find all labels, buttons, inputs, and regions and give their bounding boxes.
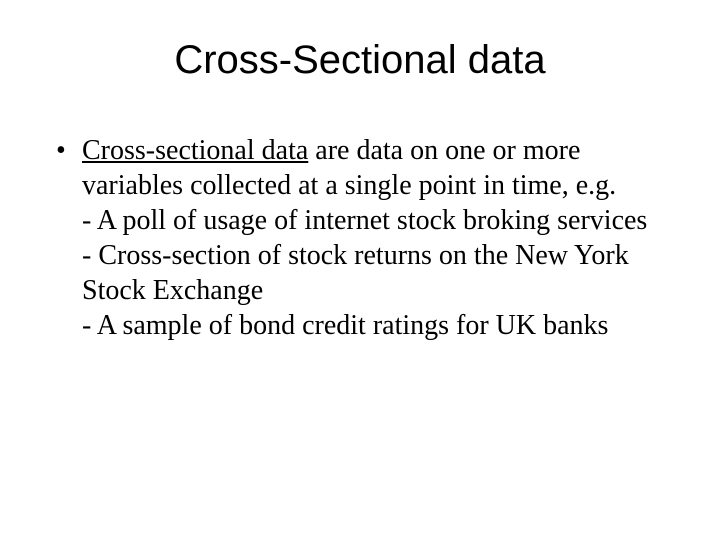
- bullet-item: Cross-sectional data are data on one or …: [50, 133, 670, 343]
- bullet-subline: - Cross-section of stock returns on the …: [82, 238, 670, 308]
- bullet-list: Cross-sectional data are data on one or …: [50, 133, 670, 343]
- slide: Cross-Sectional data Cross-sectional dat…: [0, 0, 720, 540]
- bullet-term: Cross-sectional data: [82, 135, 308, 166]
- bullet-subline: - A sample of bond credit ratings for UK…: [82, 308, 670, 343]
- bullet-subline: - A poll of usage of internet stock brok…: [82, 203, 670, 238]
- slide-body: Cross-sectional data are data on one or …: [50, 133, 670, 343]
- slide-title: Cross-Sectional data: [50, 38, 670, 83]
